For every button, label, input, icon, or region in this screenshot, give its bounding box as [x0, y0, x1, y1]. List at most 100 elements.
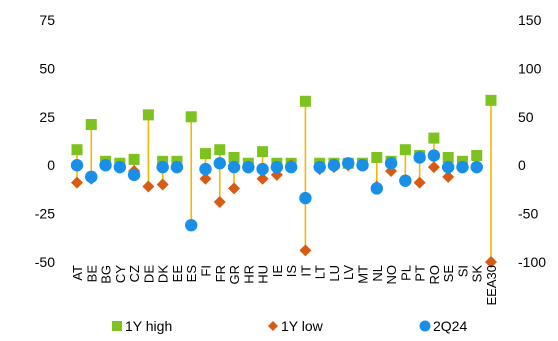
left-tick-label-50: 50 [39, 60, 55, 76]
right-axis-ticks: 150 100 50 0 -50 -100 [518, 12, 546, 270]
x-tick-label-si: SI [455, 265, 470, 277]
point-1y-high-it [299, 95, 311, 107]
point-2q24-hu [256, 162, 269, 176]
point-1y-high-de [142, 109, 154, 121]
point-1y-high-es [185, 111, 197, 123]
x-tick-label-nl: NL [370, 265, 385, 282]
point-1y-high-se [442, 151, 454, 163]
point-2q24-lt [313, 160, 326, 174]
point-2q24-no [384, 157, 398, 170]
point-2q24-at [70, 159, 84, 172]
point-2q24-cy [113, 160, 127, 174]
x-tick-label-mt: MT [356, 265, 371, 284]
x-tick-label-hu: HU [256, 265, 271, 284]
point-1y-low-ro [427, 161, 440, 174]
x-tick-label-gr: GR [227, 265, 242, 285]
left-tick-label-0: 0 [47, 157, 55, 173]
point-2q24-hr [242, 160, 255, 174]
right-tick-label--100: -100 [518, 254, 546, 270]
point-1y-high-be [85, 119, 97, 131]
x-tick-label-fi: FI [198, 265, 213, 277]
x-tick-label-ie: IE [270, 265, 285, 278]
point-2q24-mt [356, 159, 369, 172]
point-1y-high-pl [399, 144, 411, 156]
point-1y-low-se [442, 170, 455, 183]
point-1y-high-fr [214, 144, 226, 156]
legend-label-2q24: 2Q24 [433, 318, 467, 334]
point-2q24-si [456, 160, 469, 174]
right-tick-label--50: -50 [518, 206, 538, 222]
legend-item-1y-low: 1Y low [268, 318, 324, 334]
x-tick-label-it: IT [298, 265, 313, 277]
point-2q24-es [185, 219, 198, 232]
right-tick-label-0: 0 [518, 157, 526, 173]
x-tick-label-ee: EE [170, 265, 185, 283]
x-tick-label-no: NO [384, 265, 399, 285]
point-1y-low-de [142, 180, 155, 193]
legend-item-2q24: 2Q24 [419, 318, 467, 334]
point-1y-high-hu [257, 146, 269, 158]
x-tick-label-bg: BG [99, 265, 114, 284]
x-tick-label-lu: LU [327, 265, 342, 282]
legend-item-1y-high: 1Y high [112, 318, 172, 334]
point-2q24-lu [327, 159, 341, 172]
point-1y-high-fi [199, 148, 211, 160]
legend-marker-1y-high [112, 321, 122, 331]
left-tick-label--50: -50 [35, 254, 55, 270]
x-tick-label-hr: HR [241, 265, 256, 284]
point-2q24-bg [99, 159, 112, 172]
legend-marker-2q24 [419, 320, 431, 332]
point-2q24-gr [227, 160, 241, 174]
point-2q24-is [284, 160, 298, 174]
right-tick-label-50: 50 [518, 109, 534, 125]
legend-label-1y-low: 1Y low [281, 318, 324, 334]
point-1y-high-at [71, 144, 83, 156]
left-tick-label-25: 25 [39, 109, 55, 125]
point-1y-low-gr [228, 182, 241, 195]
point-2q24-nl [370, 182, 383, 195]
x-tick-label-cz: CZ [127, 265, 142, 282]
x-tick-label-eea30: EEA30 [484, 265, 499, 305]
right-tick-label-100: 100 [518, 60, 542, 76]
x-tick-label-dk: DK [156, 265, 171, 283]
x-tick-label-de: DE [141, 265, 156, 283]
x-axis-tick-labels: AT BE BG CY CZ DE DK EE ES FI FR GR HR HU IE IS IT LT LU LV… [70, 265, 499, 306]
x-tick-label-lt: LT [313, 265, 328, 279]
left-tick-label--25: -25 [35, 206, 55, 222]
point-1y-low-hu [256, 172, 269, 185]
point-1y-low-eea30 [485, 256, 497, 268]
x-tick-label-sk: SK [470, 265, 485, 283]
point-2q24-se [441, 160, 455, 174]
point-2q24-pl [399, 174, 412, 187]
point-2q24-be [85, 170, 98, 184]
point-1y-high-eea30 [485, 94, 497, 106]
point-1y-high-ro [428, 132, 440, 144]
point-1y-high-nl [371, 151, 383, 163]
point-1y-low-it [299, 244, 312, 257]
point-2q24-ie [270, 160, 284, 174]
x-tick-label-se: SE [441, 265, 456, 283]
point-2q24-it [299, 191, 312, 205]
range-lines [76, 100, 492, 262]
point-2q24-fr [213, 157, 226, 170]
x-tick-label-ro: RO [427, 265, 442, 285]
point-1y-low-fr [213, 195, 226, 208]
point-1y-low-dk [156, 178, 169, 191]
x-tick-label-es: ES [184, 265, 199, 283]
point-2q24-cz [127, 168, 141, 182]
point-2q24-lv [342, 157, 355, 170]
left-axis-ticks: 75 50 25 0 -25 -50 [35, 12, 55, 270]
point-2q24-dk [156, 160, 169, 174]
point-2q24-ee [170, 160, 184, 174]
x-tick-label-fr: FR [213, 265, 228, 282]
point-1y-high-cz [128, 153, 140, 165]
x-tick-label-cy: CY [113, 265, 128, 283]
left-tick-label-75: 75 [39, 12, 55, 28]
x-tick-label-at: AT [70, 265, 85, 281]
x-tick-label-pl: PL [398, 265, 413, 281]
point-2q24-pt [413, 151, 426, 164]
point-2q24-sk [470, 160, 483, 174]
point-2q24-ro [427, 149, 441, 162]
